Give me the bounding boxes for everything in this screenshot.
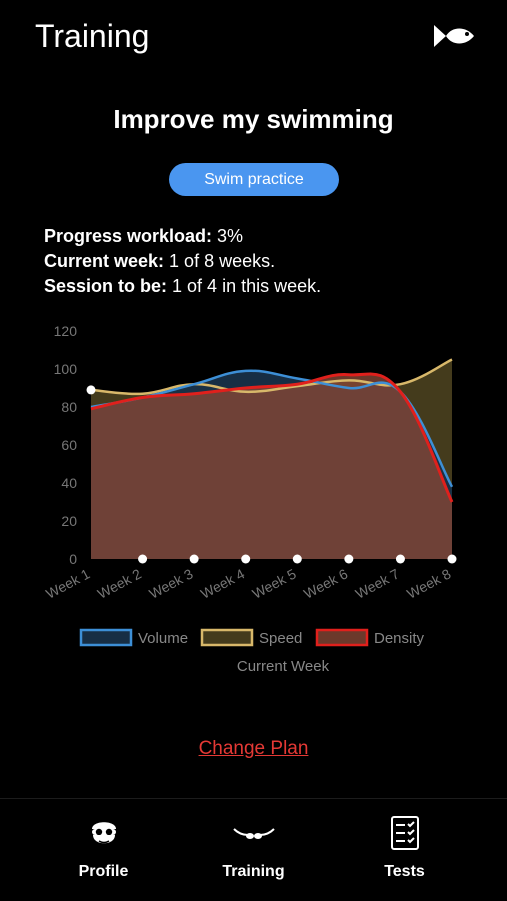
legend-label-density: Density [374,630,425,647]
series-line-density [90,372,454,503]
plan-heading: Improve my swimming [113,104,394,134]
x-tick-label: Week 5 [249,565,298,601]
y-tick-label: 80 [61,399,77,415]
legend-swatch-density [315,628,369,647]
x-tick-label: Week 1 [43,565,92,601]
info-value: 3% [212,226,244,246]
y-tick-label: 100 [54,361,78,377]
info-row-session: Session to be: 1 of 4 in this week. [44,274,321,299]
legend-label-volume: Volume [138,630,188,647]
info-value: 1 of 4 in this week. [167,276,322,296]
fish-logo-icon[interactable] [432,22,476,50]
week-marker [447,554,457,564]
data-point-marker [86,385,96,395]
y-tick-label: 120 [54,323,78,339]
info-label: Progress workload: [44,226,213,246]
x-tick-label: Week 7 [353,565,402,601]
x-tick-label: Week 8 [404,565,453,601]
x-tick-label: Week 3 [146,565,195,601]
checklist-icon [390,816,419,850]
y-tick-label: 0 [69,551,77,567]
info-label: Session to be: [44,276,168,296]
change-plan-link[interactable]: Change Plan [198,738,309,759]
legend-swatch-speed [200,628,254,647]
info-value: 1 of 8 weeks. [164,251,276,271]
x-tick-label: Week 6 [301,565,350,601]
info-label: Current week: [44,251,165,271]
week-marker [292,554,302,564]
tab-label: Tests [384,863,425,880]
week-marker [138,554,148,564]
tab-label: Training [222,863,285,880]
week-marker [241,554,251,564]
week-marker [395,554,405,564]
legend-swatch-volume [79,628,133,647]
x-axis-title: Current Week [237,658,330,675]
page-title: Training [35,18,150,54]
week-marker [189,554,199,564]
x-tick-label: Week 4 [198,565,247,601]
y-tick-label: 20 [61,513,77,529]
tab-profile[interactable]: Profile [19,799,188,901]
tab-bar: Profile Training Tests [0,798,507,901]
week-marker [344,554,354,564]
swimmer-head-icon [91,822,116,844]
x-tick-label: Week 2 [95,565,144,601]
legend-label-speed: Speed [259,630,302,647]
info-row-progress: Progress workload: 3% [44,224,321,249]
tab-label: Profile [78,863,129,880]
info-row-current-week: Current week: 1 of 8 weeks. [44,249,321,274]
progress-info: Progress workload: 3% Current week: 1 of… [44,224,321,299]
series-area-density [91,374,452,559]
tab-training[interactable]: Training [169,799,338,901]
plan-type-button[interactable]: Swim practice [169,163,339,196]
tab-tests[interactable]: Tests [320,799,489,901]
y-tick-label: 40 [61,475,77,491]
y-tick-label: 60 [61,437,77,453]
goggles-icon [232,828,275,839]
